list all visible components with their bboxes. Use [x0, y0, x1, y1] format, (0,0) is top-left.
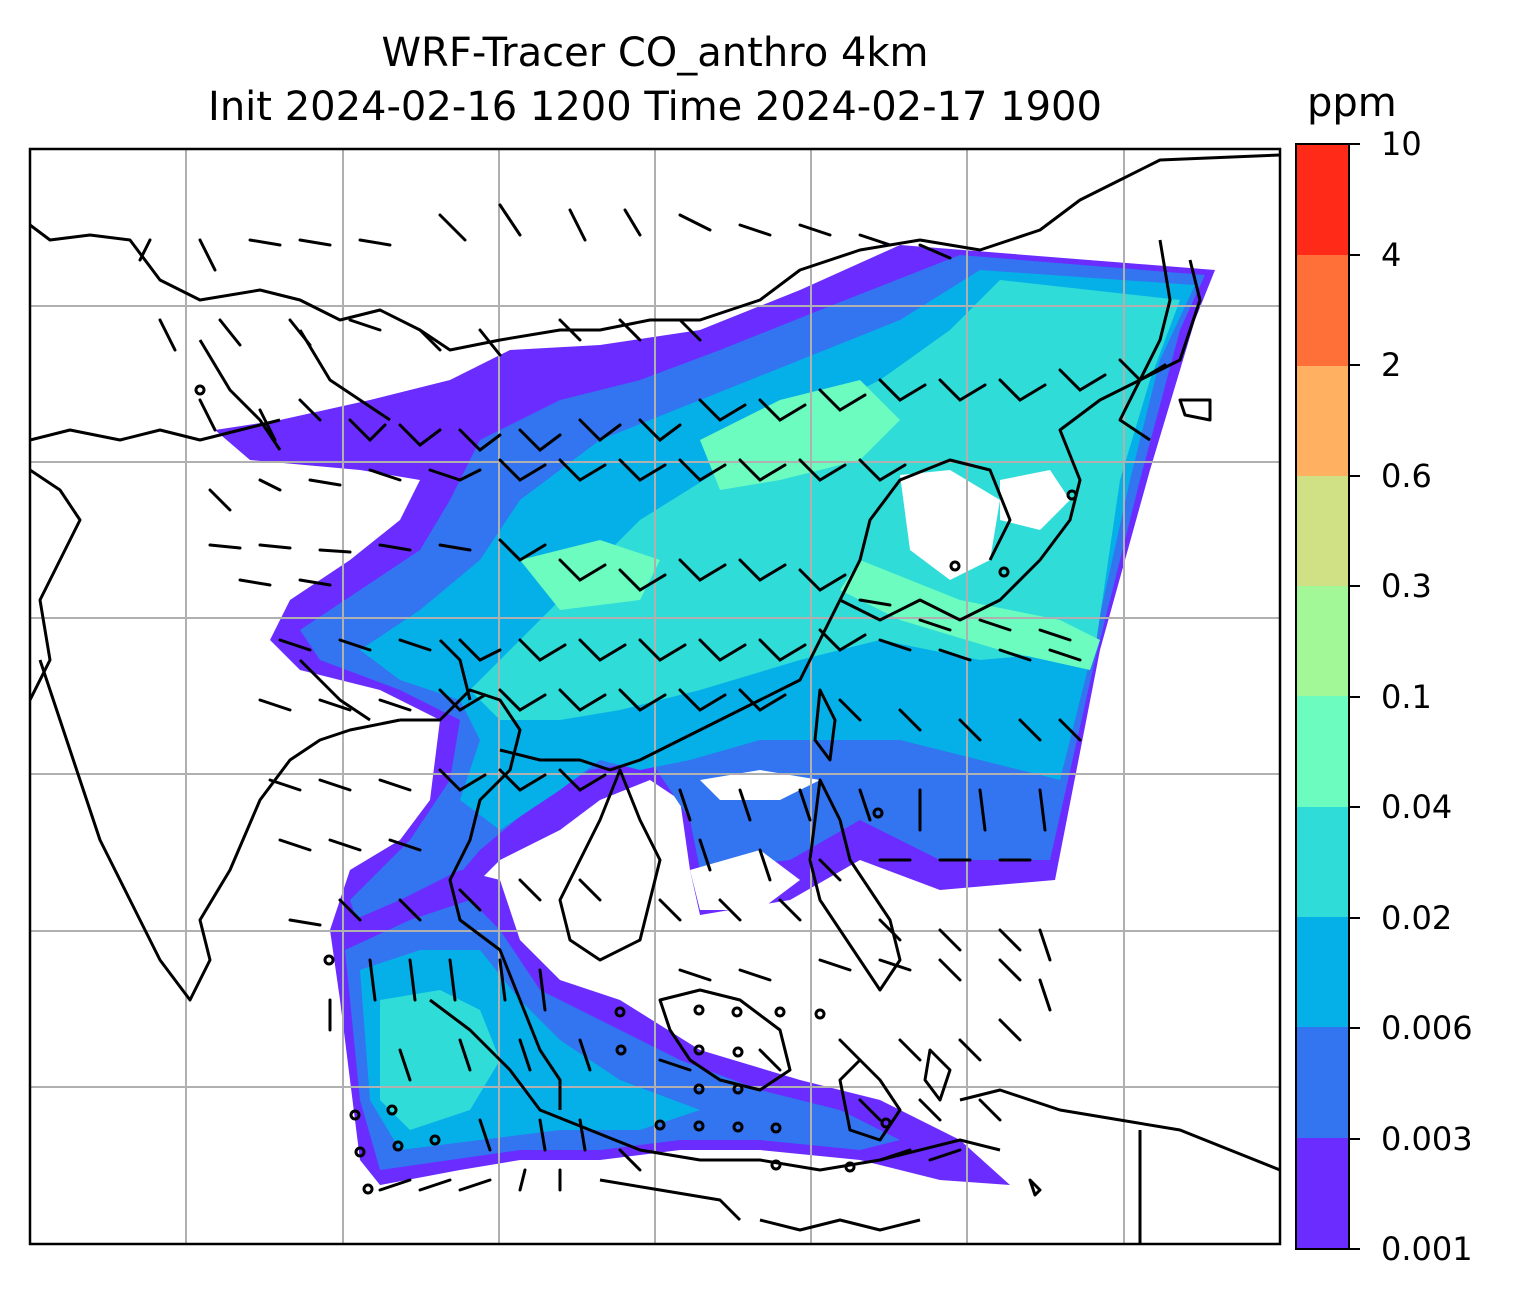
- map-frame: [28, 147, 1282, 1246]
- colorbar-tick-mark: [1350, 1027, 1360, 1029]
- colorbar-tick-mark: [1350, 585, 1360, 587]
- colorbar-tick-mark: [1350, 1248, 1360, 1250]
- colorbar-tick-label: 0.1: [1381, 677, 1432, 716]
- colorbar-tick-mark: [1350, 806, 1360, 808]
- colorbar-unit: ppm: [1307, 80, 1397, 126]
- colorbar-segment: [1297, 696, 1348, 807]
- colorbar-tick-mark: [1350, 474, 1360, 477]
- colorbar-tick-label: 0.04: [1381, 788, 1453, 826]
- colorbar-segment: [1297, 1137, 1348, 1248]
- colorbar-tick-label: 0.006: [1381, 1009, 1473, 1047]
- colorbar-segment: [1297, 475, 1348, 587]
- colorbar-segment: [1297, 917, 1348, 1028]
- colorbar-tick-label: 0.001: [1381, 1230, 1473, 1268]
- colorbar-tick-label: 10: [1381, 125, 1422, 163]
- colorbar-segment: [1297, 1027, 1348, 1138]
- colorbar-tick-mark: [1350, 916, 1360, 919]
- colorbar-tick-label: 0.6: [1381, 456, 1432, 495]
- colorbar-tick-label: 0.3: [1381, 567, 1432, 605]
- colorbar-segment: [1297, 586, 1348, 697]
- graticule: [30, 149, 1280, 1244]
- colorbar-segment: [1297, 145, 1348, 256]
- colorbar-tick-label: 0.003: [1381, 1119, 1473, 1158]
- colorbar-segment: [1297, 365, 1348, 476]
- colorbar-tick-label: 2: [1381, 346, 1402, 384]
- colorbar-tick-mark: [1350, 364, 1360, 366]
- colorbar-tick-mark: [1350, 143, 1360, 145]
- calm-wind-markers: [194, 384, 1078, 1195]
- plot-title-line-2: Init 2024-02-16 1200 Time 2024-02-17 190…: [208, 84, 1102, 130]
- colorbar-segment: [1297, 806, 1348, 918]
- colorbar-segment: [1297, 255, 1348, 366]
- colorbar-tick-label: 4: [1381, 235, 1402, 274]
- colorbar-tick-mark: [1350, 1137, 1360, 1140]
- colorbar-tick-mark: [1350, 695, 1360, 698]
- plot-title-line-1: WRF-Tracer CO_anthro 4km: [381, 30, 929, 76]
- colorbar-tick-mark: [1350, 253, 1360, 256]
- wind-barbs: [138, 203, 1167, 1192]
- colorbar: [1295, 143, 1350, 1250]
- colorbar-tick-label: 0.02: [1381, 898, 1453, 937]
